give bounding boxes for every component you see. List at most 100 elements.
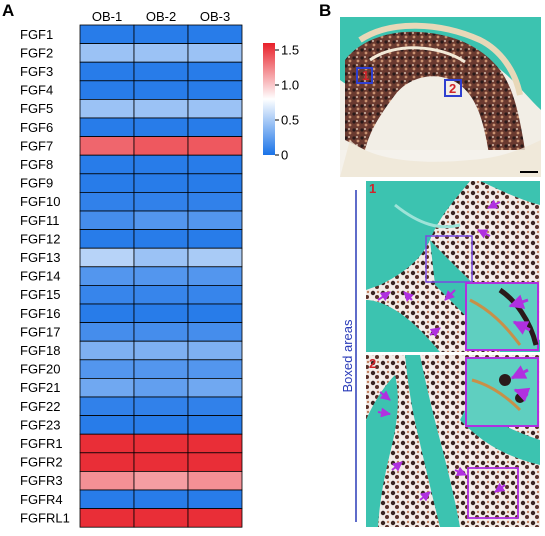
row-labels: FGF1 FGF2 FGF3 FGF4 FGF5 FGF6 FGF7 FGF8 FGF9 FGF1… (20, 27, 70, 526)
box-1-marker (356, 67, 373, 84)
column-labels: OB-1 OB-2 OB-3 (92, 9, 230, 24)
heatmap-cell (187, 99, 243, 119)
heatmap-cell (187, 117, 243, 138)
heatmap-cell (133, 117, 189, 138)
heatmap-cell (79, 377, 135, 398)
heatmap-cell (79, 80, 135, 100)
heatmap-cell (187, 284, 243, 305)
heatmap-cell (133, 247, 189, 268)
heatmap-cell (133, 80, 189, 100)
row-label: FGF6 (20, 120, 53, 135)
row-label: FGF17 (20, 324, 60, 339)
heatmap-cell (187, 43, 243, 63)
heatmap-cell (133, 470, 189, 491)
heatmap-cell (187, 173, 243, 193)
heatmap-cell (187, 340, 243, 361)
overview-micrograph: 1 2 (340, 17, 541, 177)
heatmap-cell (187, 359, 243, 379)
heatmap-cell (187, 322, 243, 342)
row-label: FGF8 (20, 157, 53, 172)
heatmap-cell (133, 377, 189, 398)
row-label: FGF11 (20, 213, 60, 228)
row-label: FGFRL1 (20, 510, 70, 525)
heatmap-cell (79, 173, 135, 193)
heatmap-grid (79, 24, 243, 528)
heatmap-cell (133, 99, 189, 119)
row-label: FGF20 (20, 362, 60, 377)
colorbar-ticks: 1.5 1.0 0.5 0 (275, 43, 299, 163)
row-label: FGF3 (20, 64, 53, 79)
heatmap-cell (79, 415, 135, 435)
heatmap-cell (79, 266, 135, 286)
heatmap-cell (79, 433, 135, 454)
heatmap-cell (79, 136, 135, 156)
row-label: FGF14 (20, 269, 60, 284)
heatmap-cell (187, 452, 243, 472)
heatmap-cell (187, 229, 243, 249)
box-2-marker (444, 79, 462, 97)
row-label: FGFR1 (20, 436, 63, 451)
heatmap-cell (133, 266, 189, 286)
boxed-areas-label: Boxed areas (340, 319, 355, 392)
heatmap-cell (133, 433, 189, 454)
heatmap-cell (187, 247, 243, 268)
heatmap-cell (79, 470, 135, 491)
heatmap-cell (133, 340, 189, 361)
row-label: FGF13 (20, 250, 60, 265)
heatmap-cell (79, 284, 135, 305)
heatmap-cell (187, 80, 243, 100)
heatmap-cell (187, 377, 243, 398)
heatmap-cell (79, 210, 135, 231)
row-label: FGF1 (20, 27, 53, 42)
heatmap-cell (79, 396, 135, 417)
heatmap-cell (79, 452, 135, 472)
heatmap-cell (187, 61, 243, 82)
heatmap-cell (133, 359, 189, 379)
heatmap-cell (187, 191, 243, 212)
heatmap-cell (79, 61, 135, 82)
heatmap-cell (133, 322, 189, 342)
row-label: FGF4 (20, 83, 53, 98)
box-1-label: 1 (362, 68, 369, 83)
heatmap-cell (79, 322, 135, 342)
row-label: FGF2 (20, 45, 53, 60)
inset-2-number: 2 (369, 356, 376, 371)
heatmap-cell (133, 61, 189, 82)
heatmap-cell (133, 415, 189, 435)
colorbar (263, 43, 275, 155)
row-label: FGFR2 (20, 455, 63, 470)
heatmap-cell (79, 43, 135, 63)
row-label: FGF10 (20, 194, 60, 209)
inset-micrograph-1: 1 (366, 181, 540, 352)
panel-a-label: A (2, 1, 14, 20)
heatmap-cell (79, 99, 135, 119)
heatmap-cell (187, 210, 243, 231)
heatmap-cell (133, 24, 189, 45)
row-label: FGF22 (20, 399, 60, 414)
heatmap-cell (79, 191, 135, 212)
column-label: OB-3 (200, 9, 230, 24)
row-label: FGF9 (20, 176, 53, 191)
heatmap-cell (133, 136, 189, 156)
heatmap-cell (187, 489, 243, 510)
heatmap-cell (187, 396, 243, 417)
heatmap-cell (187, 154, 243, 175)
row-label: FGFR3 (20, 473, 63, 488)
row-label: FGF12 (20, 231, 60, 246)
heatmap-cell (133, 43, 189, 63)
row-label: FGF7 (20, 138, 53, 153)
heatmap-cell (133, 154, 189, 175)
heatmap-cell (187, 136, 243, 156)
row-label: FGF21 (20, 380, 60, 395)
colorbar-tick-label: 1.5 (281, 43, 299, 58)
inset-micrograph-2: 2 (366, 355, 540, 527)
heatmap-cell (133, 303, 189, 324)
heatmap-cell (79, 303, 135, 324)
colorbar-tick-label: 1.0 (281, 78, 299, 93)
row-label: FGF16 (20, 306, 60, 321)
colorbar-tick-label: 0 (281, 148, 288, 163)
heatmap-cell (133, 396, 189, 417)
heatmap-cell (79, 24, 135, 45)
heatmap-cell (187, 508, 243, 528)
heatmap-cell (187, 415, 243, 435)
